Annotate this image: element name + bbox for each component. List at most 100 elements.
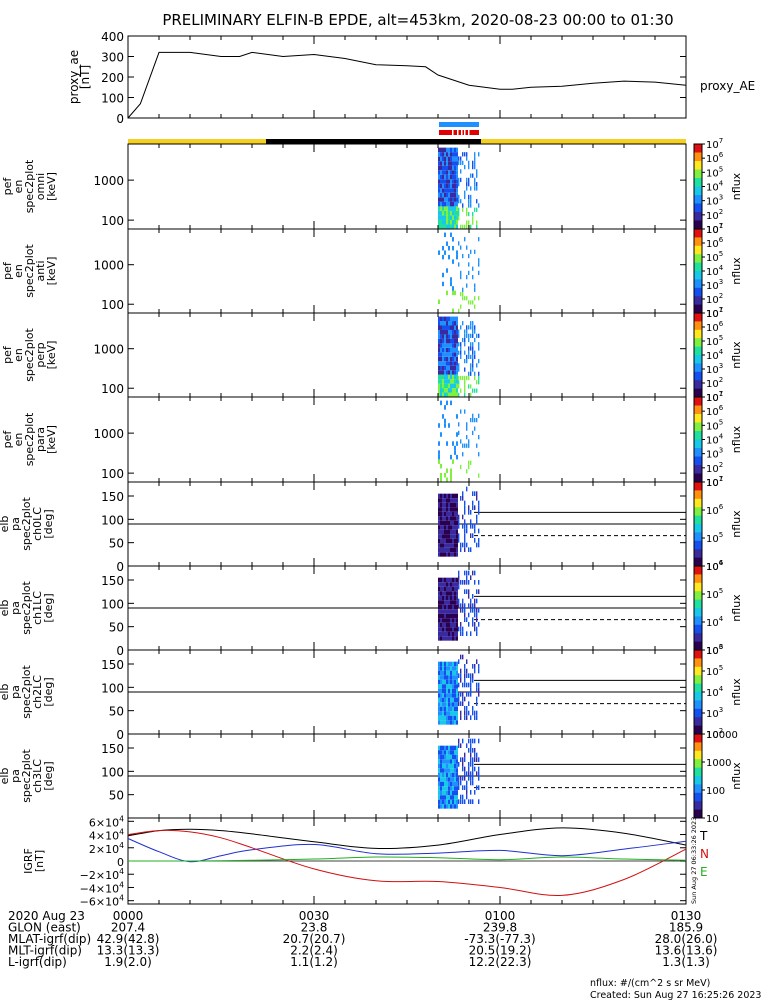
spec-omni-cell: [456, 188, 458, 193]
pa-ch3-ytick-label-1: 100: [101, 765, 124, 779]
pa-ch2-cell: [454, 693, 456, 698]
pa-ch2-cell: [476, 701, 478, 706]
spec-perp-cell: [474, 337, 476, 343]
pa-ch2-cell: [456, 684, 458, 689]
pa-ch3-cell: [456, 790, 458, 796]
spec-anti-cell: [466, 296, 468, 301]
pa-ch0-cell: [450, 493, 452, 499]
pa-ch0-cell: [478, 505, 480, 510]
pa-ch1-cell: [448, 636, 450, 641]
footer-row-2-val-1: 20.7(20.7): [283, 932, 346, 946]
pa-ch1-cell: [442, 636, 444, 641]
pa-ch1-cell: [438, 618, 440, 623]
spec-para-ytick-label-0: 100: [101, 467, 124, 481]
pa-ch2-cell: [472, 673, 474, 678]
spec-omni-cell: [470, 203, 472, 208]
spec-perp-cell: [448, 321, 450, 326]
pa-ch3-cell: [478, 766, 480, 772]
spec-omni-cell: [438, 210, 440, 216]
pa-ch1-cell: [452, 604, 454, 610]
pa-ch3-cell: [444, 745, 446, 751]
pa-ch0-cell: [454, 534, 456, 539]
pa-ch1-colorbar-step: [694, 608, 702, 612]
spec-perp-cell: [448, 356, 450, 362]
pa-ch0-cell: [454, 507, 456, 512]
spec-anti-cell: [448, 245, 450, 251]
spec-omni-cell: [466, 220, 468, 225]
pa-ch3-cell: [470, 762, 472, 767]
pa-ch3-colorbar-step: [694, 756, 702, 760]
pa-ch0-cell: [466, 528, 468, 534]
spec-omni-cell: [438, 165, 440, 171]
spec-para-colorbar-step: [694, 428, 702, 432]
spec-perp-cell: [444, 321, 446, 326]
spec-omni-cell: [442, 183, 444, 189]
pa-ch2-cell: [462, 692, 464, 697]
pa-ch0-cell: [446, 502, 448, 508]
pa-ch0-cell: [460, 542, 462, 548]
spec-omni-cell: [446, 201, 448, 207]
pa-ch2-colorbar-label-4: 106: [706, 643, 724, 657]
pa-ch0-colorbar-step: [694, 515, 702, 519]
pa-ch0-cell: [446, 525, 448, 530]
pa-ch0-cell: [464, 519, 466, 524]
pa-ch1-cell: [438, 586, 440, 592]
proxy_ae-ytick-label-1: 100: [101, 92, 124, 106]
pa-ch2-ytick-label-2: 100: [101, 681, 124, 695]
pa-ch0-cell: [452, 538, 454, 544]
pa-ch2-cell: [446, 688, 448, 694]
pa-ch3-cell: [458, 799, 460, 804]
spec-perp-cell: [458, 384, 460, 389]
spec-omni-cell: [446, 165, 448, 171]
spec-omni-colorbar-step: [694, 166, 702, 170]
pa-ch1-cell: [450, 636, 452, 641]
nflux-units-note: nflux: #/(cm^2 s sr MeV): [590, 978, 710, 989]
pa-ch0-cell: [464, 524, 466, 529]
pa-ch3-cell: [448, 772, 450, 778]
spec-perp-cell: [438, 325, 440, 330]
spec-perp-cell: [472, 359, 474, 364]
pa-ch1-cell: [446, 609, 448, 614]
pa-ch2-cell: [444, 715, 446, 721]
pa-ch2-cell: [446, 702, 448, 707]
spec-perp-cell: [452, 325, 454, 330]
pa-ch3-cell: [450, 768, 452, 773]
pa-ch1-cell: [456, 622, 458, 628]
pa-ch2-cell: [456, 702, 458, 707]
pa-ch0-cell: [440, 502, 442, 508]
spec-perp-colorbar-step: [694, 394, 702, 398]
spec-omni-cell: [440, 201, 442, 207]
spec-perp-cell: [466, 329, 468, 334]
spec-omni-cell: [446, 183, 448, 189]
pa-ch0-cell: [464, 533, 466, 538]
pa-ch1-cell: [464, 589, 466, 594]
pa-ch2-cell: [450, 702, 452, 707]
pa-ch0-cell: [474, 524, 476, 529]
spec-perp-cell: [444, 383, 446, 389]
pa-ch3-cell: [438, 768, 440, 773]
spec-para-colorbar-label-4: 105: [706, 418, 723, 432]
pa-ch0-cell: [444, 538, 446, 544]
pa-ch2-cell: [454, 702, 456, 707]
pa-ch3-cell: [462, 738, 464, 744]
footer-row-0-val-3: 0130: [671, 909, 702, 923]
pa-ch3-cell: [440, 772, 442, 778]
igrf-series-N: [127, 829, 687, 897]
spec-perp-cell: [462, 337, 464, 343]
pa-ch3-cell: [450, 790, 452, 796]
pa-ch0-cell: [444, 543, 446, 548]
pa-ch0-cell: [456, 525, 458, 530]
spec-omni-cell: [458, 182, 460, 187]
spec-perp-cell: [438, 370, 440, 375]
pa-ch3-cell: [444, 754, 446, 760]
pa-ch3-cell: [440, 799, 442, 805]
spec-anti-colorbar-step: [694, 245, 702, 250]
pa-ch2-cell: [468, 701, 470, 706]
pa-ch3-cell: [456, 772, 458, 778]
pa-ch2-cell: [450, 697, 452, 703]
spec-omni-cell: [446, 161, 448, 166]
pa-ch2-cell: [470, 678, 472, 683]
pa-ch2-cell: [448, 675, 450, 680]
pa-ch2-colorbar-step: [694, 664, 702, 668]
